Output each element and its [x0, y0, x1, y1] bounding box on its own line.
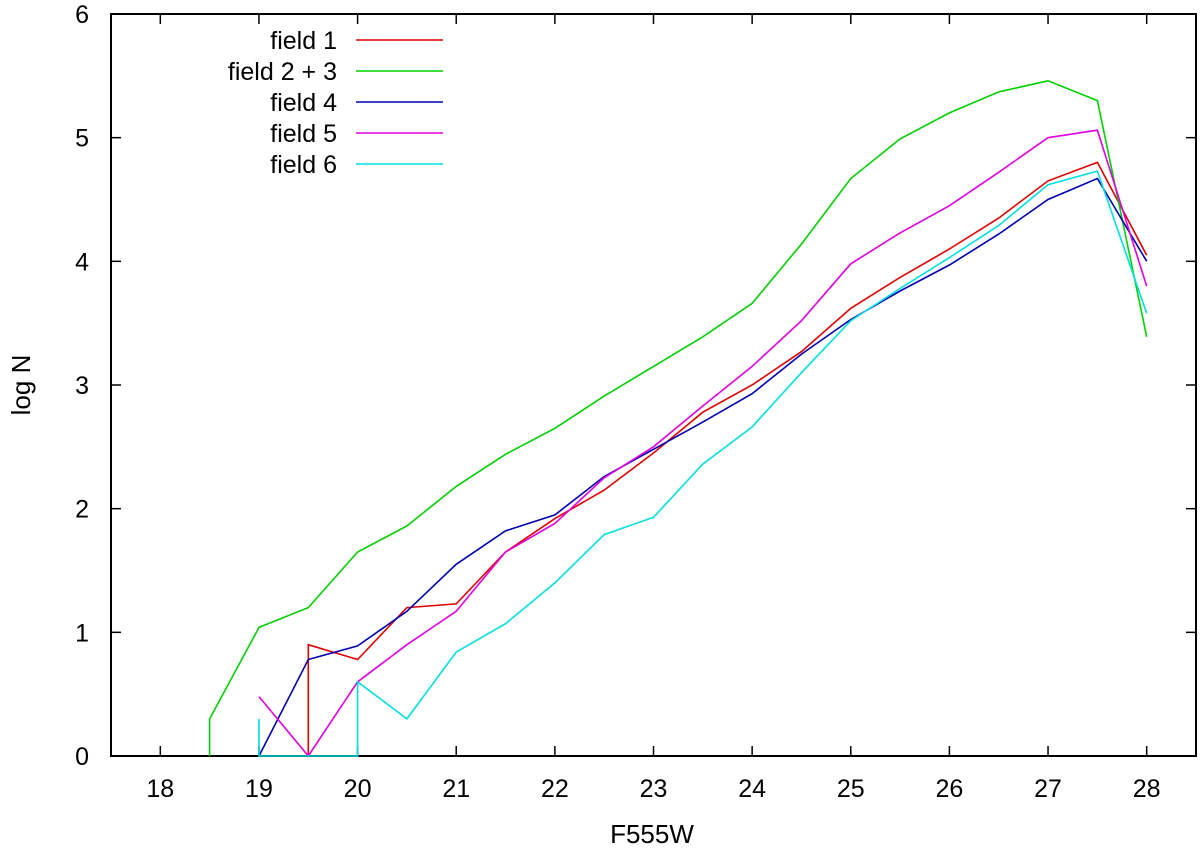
x-tick-label: 19	[245, 775, 273, 803]
x-tick-label: 22	[541, 775, 569, 803]
series-layer	[208, 79, 1148, 758]
x-tick-label: 21	[442, 775, 470, 803]
x-tick-label: 20	[344, 775, 372, 803]
legend-label: field 5	[270, 120, 337, 148]
x-tick-label: 23	[640, 775, 668, 803]
series-line-5	[258, 170, 1148, 757]
series-line-1	[307, 161, 1148, 756]
x-axis-title: F555W	[610, 819, 694, 849]
legend: field 1 field 2 + 3 field 4 field 5 field 6	[228, 27, 443, 179]
y-tick-label: 6	[75, 1, 89, 29]
legend-label: field 4	[270, 89, 337, 117]
y-tick-label: 2	[75, 496, 89, 524]
y-tick-label: 3	[75, 372, 89, 400]
y-tick-label: 0	[75, 743, 89, 771]
x-tick-label: 18	[146, 775, 174, 803]
y-tick-label: 5	[75, 125, 89, 153]
x-tick-label: 27	[1034, 775, 1062, 803]
legend-label: field 2 + 3	[228, 58, 337, 86]
x-tick-label: 28	[1133, 775, 1161, 803]
legend-label: field 6	[270, 151, 337, 179]
y-tick-label: 1	[75, 619, 89, 647]
legend-label: field 1	[270, 27, 337, 55]
y-axis-title: log N	[6, 355, 36, 416]
x-tick-label: 26	[936, 775, 964, 803]
x-tick-label: 25	[837, 775, 865, 803]
y-tick-label: 4	[75, 248, 89, 276]
series-line-3	[258, 177, 1148, 757]
series-line-2	[208, 79, 1148, 756]
series-line-4	[258, 129, 1148, 758]
x-tick-label: 24	[738, 775, 766, 803]
